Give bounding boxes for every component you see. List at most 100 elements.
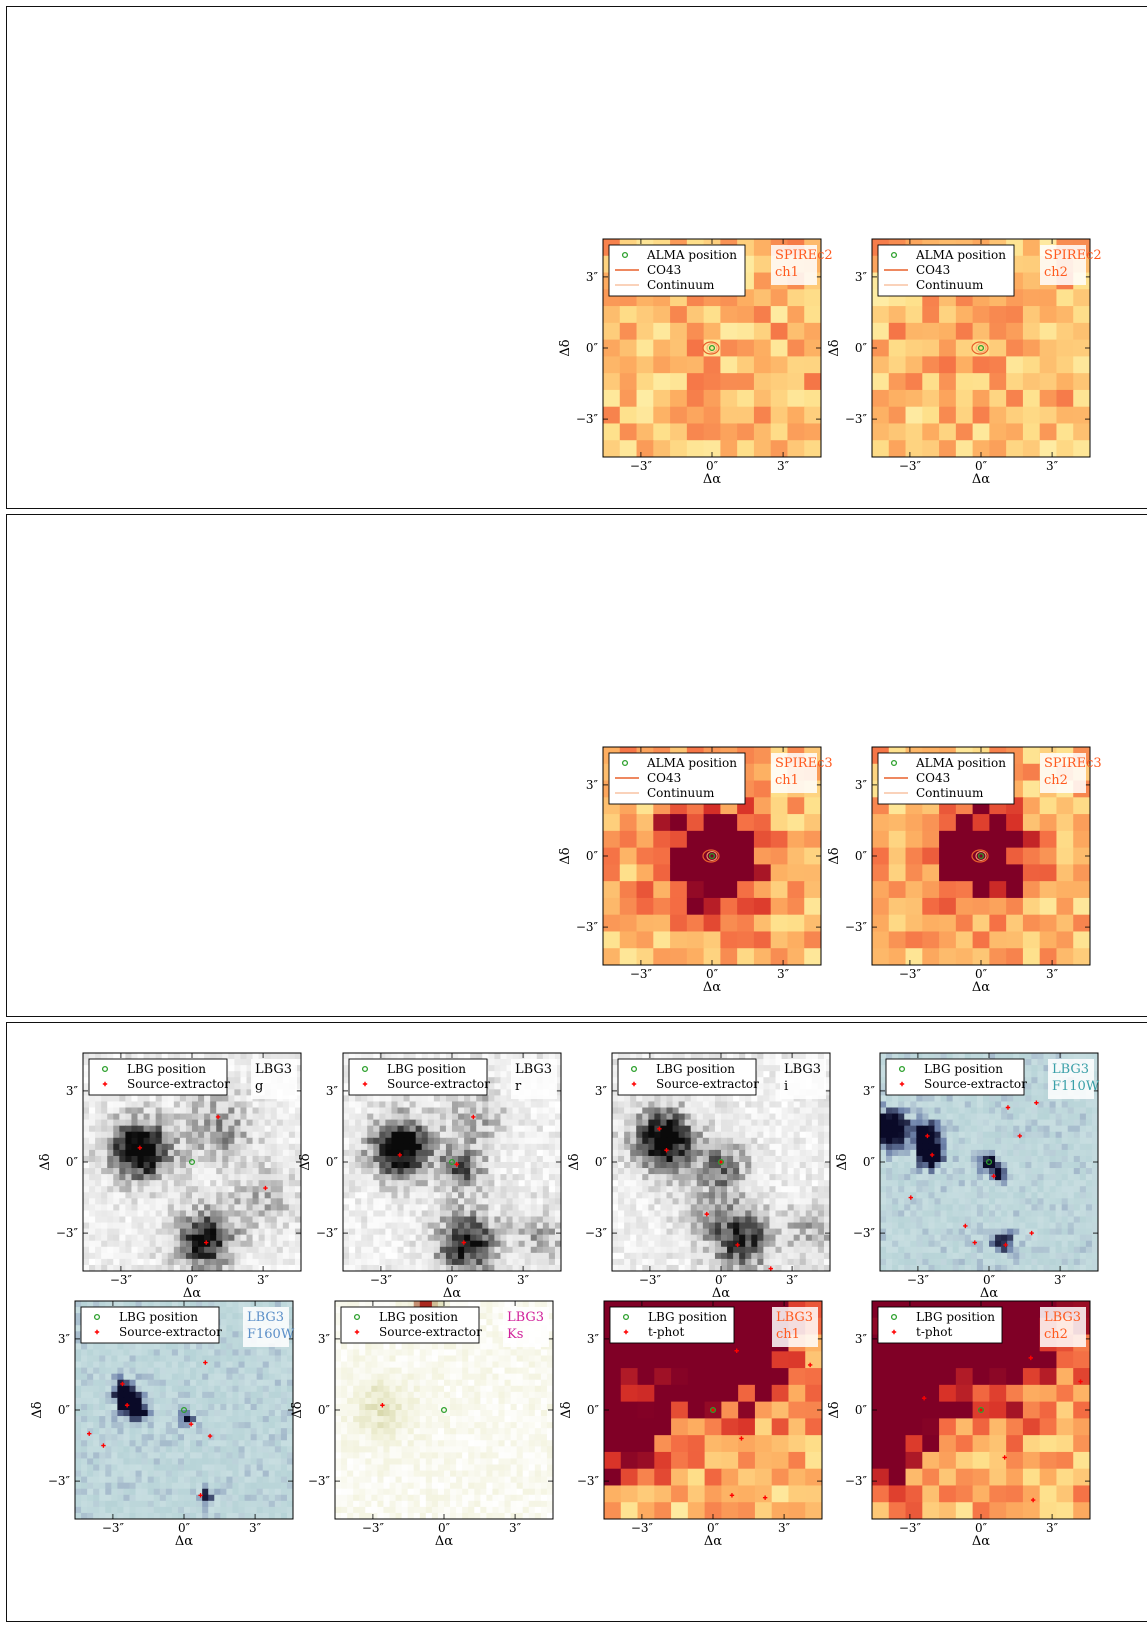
x-axis-label: Δα bbox=[703, 472, 721, 487]
y-tick-label: −3″ bbox=[845, 1474, 868, 1488]
source-name: LBG3 bbox=[515, 1062, 552, 1077]
y-axis-label: Δδ bbox=[298, 1153, 313, 1170]
x-tick-label: 0″ bbox=[975, 967, 988, 981]
y-tick-label: 0″ bbox=[855, 849, 868, 863]
band-name: F160W bbox=[247, 1327, 295, 1342]
y-tick-label: −3″ bbox=[845, 412, 868, 426]
y-tick-label: 0″ bbox=[318, 1403, 331, 1417]
x-axis-label: Δα bbox=[704, 1534, 722, 1549]
legend-entry: ALMA position bbox=[646, 756, 737, 770]
y-tick-label: −3″ bbox=[576, 412, 599, 426]
y-axis-label: Δδ bbox=[567, 1153, 582, 1170]
y-tick-label: −3″ bbox=[308, 1474, 331, 1488]
y-axis-label: Δδ bbox=[827, 1401, 842, 1418]
x-tick-label: −3″ bbox=[639, 1273, 662, 1287]
x-tick-label: 0″ bbox=[706, 967, 719, 981]
legend-entry: Source-extractor bbox=[924, 1077, 1027, 1091]
y-tick-label: 3″ bbox=[66, 1084, 79, 1098]
y-tick-label: 3″ bbox=[318, 1332, 331, 1346]
x-tick-label: 0″ bbox=[446, 1273, 459, 1287]
y-tick-label: −3″ bbox=[845, 920, 868, 934]
y-axis-label: Δδ bbox=[558, 339, 573, 356]
x-tick-label: 3″ bbox=[1046, 967, 1059, 981]
x-tick-label: 3″ bbox=[777, 459, 790, 473]
legend-entry: ALMA position bbox=[915, 756, 1006, 770]
x-tick-label: −3″ bbox=[110, 1273, 133, 1287]
legend-entry: Source-extractor bbox=[656, 1077, 759, 1091]
y-tick-label: 0″ bbox=[855, 341, 868, 355]
y-tick-label: 3″ bbox=[855, 270, 868, 284]
legend-entry: LBG position bbox=[924, 1062, 1003, 1076]
legend-entry: ALMA position bbox=[915, 248, 1006, 262]
source-band-label: LBG3 Ks bbox=[503, 1307, 549, 1347]
source-name: SPIREc3 bbox=[775, 756, 833, 771]
x-tick-label: 0″ bbox=[975, 459, 988, 473]
y-tick-label: 3″ bbox=[587, 1332, 600, 1346]
band-name: F110W bbox=[1052, 1079, 1100, 1094]
x-axis-label: Δα bbox=[972, 472, 990, 487]
band-name: i bbox=[784, 1079, 788, 1094]
legend-entry: Continuum bbox=[647, 278, 715, 292]
band-name: g bbox=[255, 1079, 263, 1094]
y-axis-label: Δδ bbox=[835, 1153, 850, 1170]
x-tick-label: 0″ bbox=[178, 1521, 191, 1535]
y-tick-label: −3″ bbox=[577, 1474, 600, 1488]
x-tick-label: 0″ bbox=[186, 1273, 199, 1287]
x-axis-label: Δα bbox=[712, 1286, 730, 1301]
band-name: ch2 bbox=[1044, 265, 1068, 280]
y-tick-label: −3″ bbox=[48, 1474, 71, 1488]
x-axis-label: Δα bbox=[183, 1286, 201, 1301]
x-tick-label: −3″ bbox=[630, 459, 653, 473]
y-tick-label: 3″ bbox=[595, 1084, 608, 1098]
legend-entry: Continuum bbox=[647, 786, 715, 800]
x-tick-label: 3″ bbox=[778, 1521, 791, 1535]
source-name: SPIREc3 bbox=[1044, 756, 1102, 771]
legend-entry: LBG position bbox=[127, 1062, 206, 1076]
y-tick-label: 3″ bbox=[58, 1332, 71, 1346]
source-name: LBG3 bbox=[784, 1062, 821, 1077]
y-tick-label: −3″ bbox=[56, 1226, 79, 1240]
y-tick-label: 0″ bbox=[855, 1403, 868, 1417]
band-name: r bbox=[515, 1079, 522, 1094]
legend-entry: LBG position bbox=[379, 1310, 458, 1324]
legend-entry: ALMA position bbox=[646, 248, 737, 262]
x-tick-label: −3″ bbox=[899, 1521, 922, 1535]
x-tick-label: 0″ bbox=[707, 1521, 720, 1535]
band-name: Ks bbox=[507, 1327, 523, 1342]
source-name: SPIREc2 bbox=[1044, 248, 1102, 263]
y-tick-label: 0″ bbox=[586, 341, 599, 355]
x-tick-label: 3″ bbox=[1054, 1273, 1067, 1287]
x-tick-label: −3″ bbox=[899, 459, 922, 473]
y-axis-label: Δδ bbox=[827, 847, 842, 864]
legend-entry: LBG position bbox=[656, 1062, 735, 1076]
y-tick-label: 0″ bbox=[587, 1403, 600, 1417]
x-tick-label: 0″ bbox=[438, 1521, 451, 1535]
legend-entry: Source-extractor bbox=[379, 1325, 482, 1339]
y-tick-label: −3″ bbox=[853, 1226, 876, 1240]
source-name: LBG3 bbox=[507, 1310, 544, 1325]
x-tick-label: 0″ bbox=[983, 1273, 996, 1287]
y-axis-label: Δδ bbox=[559, 1401, 574, 1418]
legend-entry: Continuum bbox=[916, 786, 984, 800]
x-axis-label: Δα bbox=[443, 1286, 461, 1301]
y-tick-label: 0″ bbox=[58, 1403, 71, 1417]
y-tick-label: 3″ bbox=[863, 1084, 876, 1098]
x-axis-label: Δα bbox=[175, 1534, 193, 1549]
y-tick-label: 3″ bbox=[855, 1332, 868, 1346]
